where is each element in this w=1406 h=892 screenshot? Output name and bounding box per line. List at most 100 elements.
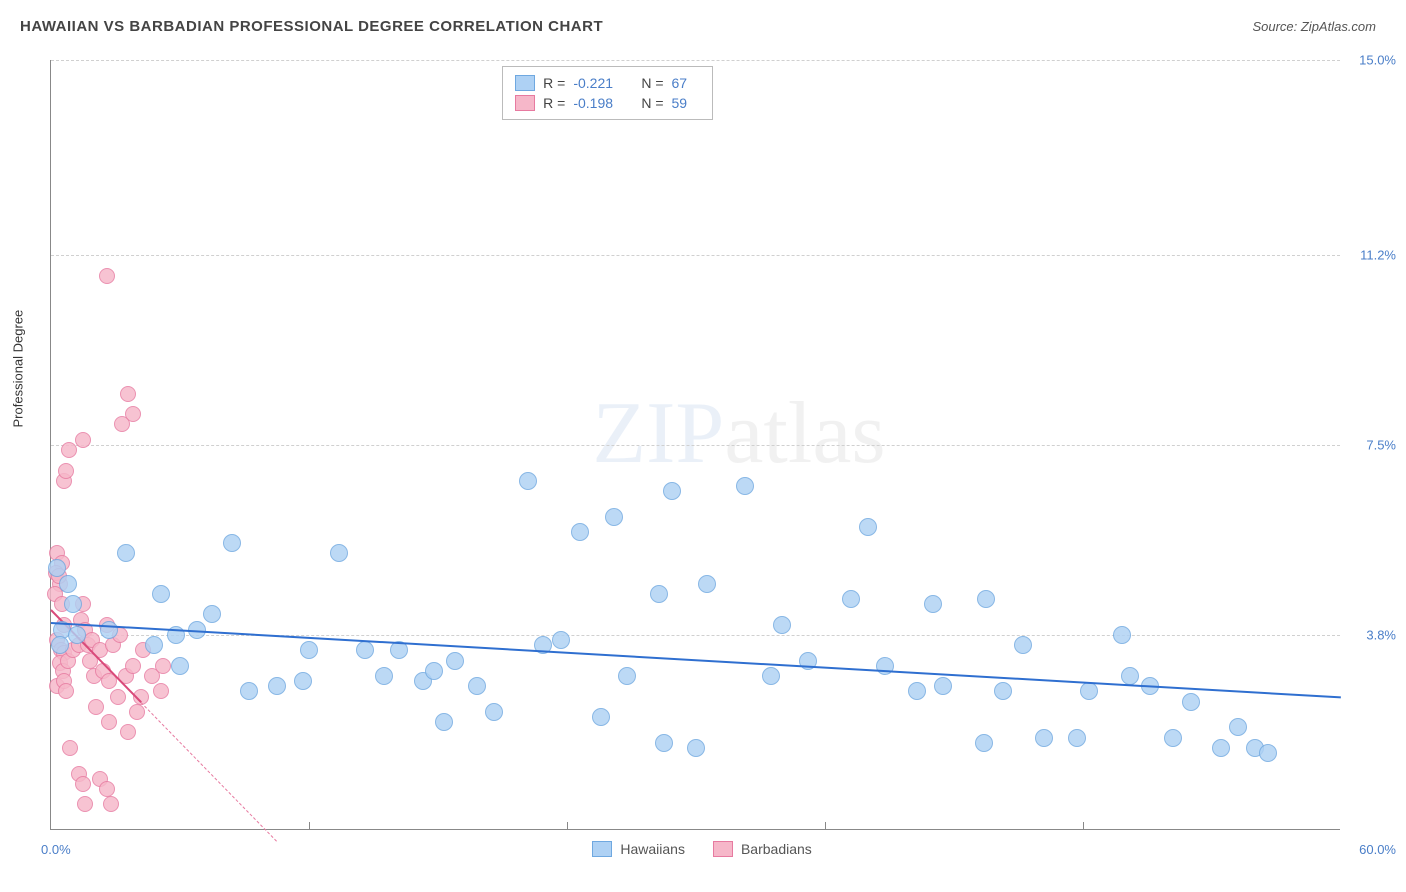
hawaiians-point bbox=[977, 590, 995, 608]
barbadians-point bbox=[61, 442, 77, 458]
hawaiians-point bbox=[1121, 667, 1139, 685]
grid-line bbox=[51, 60, 1340, 61]
barbadians-point bbox=[75, 432, 91, 448]
hawaiians-point bbox=[552, 631, 570, 649]
hawaiians-point bbox=[994, 682, 1012, 700]
hawaiians-point bbox=[1229, 718, 1247, 736]
hawaiians-point bbox=[446, 652, 464, 670]
y-tick-label: 7.5% bbox=[1366, 438, 1396, 453]
source-attribution: Source: ZipAtlas.com bbox=[1252, 19, 1376, 34]
hawaiians-point bbox=[145, 636, 163, 654]
hawaiians-point bbox=[1164, 729, 1182, 747]
hawaiians-legend-swatch bbox=[592, 841, 612, 857]
barbadians-point bbox=[125, 658, 141, 674]
hawaiians-point bbox=[468, 677, 486, 695]
r-label: R = bbox=[543, 95, 565, 111]
barbadians-legend-label: Barbadians bbox=[741, 841, 812, 857]
hawaiians-point bbox=[435, 713, 453, 731]
barbadians-trend-dash bbox=[141, 702, 277, 841]
hawaiians-point bbox=[152, 585, 170, 603]
y-tick-label: 15.0% bbox=[1359, 53, 1396, 68]
barbadians-point bbox=[62, 740, 78, 756]
x-tick-mark bbox=[567, 822, 568, 830]
hawaiians-point bbox=[908, 682, 926, 700]
grid-line bbox=[51, 255, 1340, 256]
chart-title: HAWAIIAN VS BARBADIAN PROFESSIONAL DEGRE… bbox=[20, 18, 603, 35]
correlation-legend-box: R =-0.221N =67R =-0.198N =59 bbox=[502, 66, 712, 120]
hawaiians-point bbox=[1035, 729, 1053, 747]
hawaiians-point bbox=[330, 544, 348, 562]
grid-line bbox=[51, 445, 1340, 446]
x-end-label: 60.0% bbox=[1359, 842, 1396, 857]
hawaiians-point bbox=[425, 662, 443, 680]
n-label: N = bbox=[641, 75, 663, 91]
hawaiians-point bbox=[687, 739, 705, 757]
hawaiians-point bbox=[592, 708, 610, 726]
hawaiians-point bbox=[842, 590, 860, 608]
hawaiians-point bbox=[655, 734, 673, 752]
barbadians-point bbox=[129, 704, 145, 720]
hawaiians-swatch bbox=[515, 75, 535, 91]
hawaiians-point bbox=[294, 672, 312, 690]
n-label: N = bbox=[641, 95, 663, 111]
hawaiians-point bbox=[663, 482, 681, 500]
hawaiians-point bbox=[650, 585, 668, 603]
hawaiians-point bbox=[300, 641, 318, 659]
hawaiians-point bbox=[1113, 626, 1131, 644]
hawaiians-point bbox=[605, 508, 623, 526]
x-tick-mark bbox=[1083, 822, 1084, 830]
barbadians-point bbox=[103, 796, 119, 812]
correlation-row-hawaiians: R = -0.221 N = 67 bbox=[515, 73, 699, 93]
barbadians-n-value: 59 bbox=[672, 95, 700, 111]
hawaiians-point bbox=[1182, 693, 1200, 711]
barbadians-point bbox=[77, 796, 93, 812]
hawaiians-point bbox=[975, 734, 993, 752]
hawaiians-point bbox=[100, 621, 118, 639]
hawaiians-point bbox=[64, 595, 82, 613]
correlation-row-barbadians: R =-0.198N =59 bbox=[515, 93, 699, 113]
x-start-label: 0.0% bbox=[41, 842, 71, 857]
barbadians-point bbox=[120, 724, 136, 740]
watermark-text: ZIPatlas bbox=[592, 383, 885, 484]
hawaiians-r-value: -0.221 bbox=[573, 75, 623, 91]
hawaiians-n-value: 67 bbox=[672, 75, 700, 91]
barbadians-legend-swatch bbox=[713, 841, 733, 857]
hawaiians-point bbox=[934, 677, 952, 695]
hawaiians-point bbox=[859, 518, 877, 536]
hawaiians-point bbox=[519, 472, 537, 490]
hawaiians-point bbox=[736, 477, 754, 495]
hawaiians-point bbox=[203, 605, 221, 623]
barbadians-point bbox=[99, 268, 115, 284]
hawaiians-point bbox=[223, 534, 241, 552]
hawaiians-point bbox=[571, 523, 589, 541]
hawaiians-point bbox=[171, 657, 189, 675]
x-tick-mark bbox=[309, 822, 310, 830]
barbadians-point bbox=[114, 416, 130, 432]
hawaiians-point bbox=[485, 703, 503, 721]
hawaiians-point bbox=[375, 667, 393, 685]
hawaiians-point bbox=[51, 636, 69, 654]
barbadians-point bbox=[88, 699, 104, 715]
series-legend: HawaiiansBarbadians bbox=[592, 841, 811, 857]
hawaiians-point bbox=[1014, 636, 1032, 654]
r-label: R = bbox=[543, 75, 565, 91]
barbadians-point bbox=[99, 781, 115, 797]
hawaiians-point bbox=[1080, 682, 1098, 700]
y-tick-label: 3.8% bbox=[1366, 627, 1396, 642]
barbadians-point bbox=[120, 386, 136, 402]
hawaiians-point bbox=[762, 667, 780, 685]
chart-header: HAWAIIAN VS BARBADIAN PROFESSIONAL DEGRE… bbox=[0, 0, 1406, 43]
barbadians-point bbox=[110, 689, 126, 705]
x-tick-mark bbox=[825, 822, 826, 830]
hawaiians-point bbox=[924, 595, 942, 613]
barbadians-point bbox=[155, 658, 171, 674]
y-axis-label: Professional Degree bbox=[11, 310, 26, 428]
legend-item-barbadians: Barbadians bbox=[713, 841, 812, 857]
hawaiians-point bbox=[117, 544, 135, 562]
hawaiians-point bbox=[618, 667, 636, 685]
hawaiians-point bbox=[773, 616, 791, 634]
hawaiians-point bbox=[59, 575, 77, 593]
barbadians-point bbox=[101, 714, 117, 730]
hawaiians-point bbox=[356, 641, 374, 659]
hawaiians-point bbox=[240, 682, 258, 700]
